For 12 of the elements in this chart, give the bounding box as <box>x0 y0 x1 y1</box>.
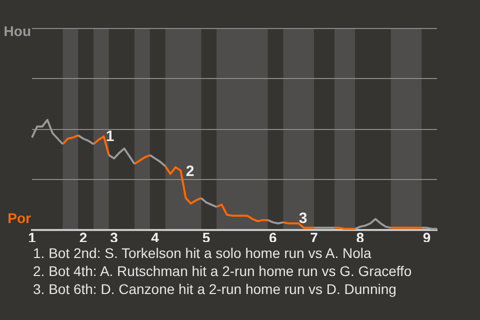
annotation: 1 <box>106 128 114 146</box>
x-tick-label: 2 <box>79 229 88 246</box>
x-tick-label: 4 <box>151 229 160 246</box>
x-tick-label: 1 <box>28 229 36 246</box>
annotation: 3 <box>298 210 308 228</box>
text: 2. Bot 4th: A. Rutschman hit a 2-run home run vs G. Graceffo <box>33 262 412 280</box>
text: 3. Bot 6th: D. Canzone hit a 2-run home run vs D. Dunning <box>33 280 398 298</box>
x-tick-label: 7 <box>310 229 318 246</box>
text: Hou <box>4 22 31 39</box>
text: Por <box>8 210 32 226</box>
annotation: 2 <box>186 163 194 180</box>
text: 1. Bot 2nd: S. Torkelson hit a solo home run vs A. Nola <box>33 244 372 262</box>
